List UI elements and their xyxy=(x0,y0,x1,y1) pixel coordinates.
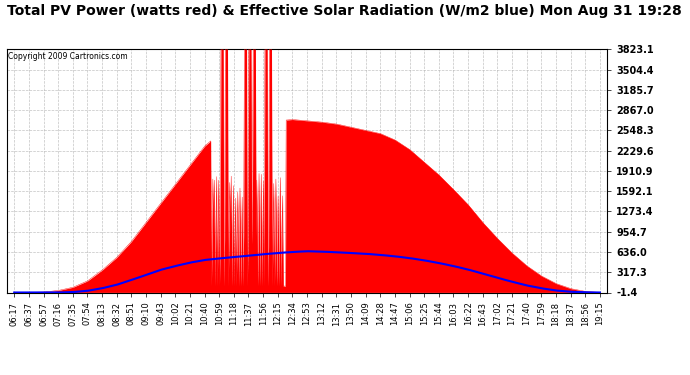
Text: Copyright 2009 Cartronics.com: Copyright 2009 Cartronics.com xyxy=(8,53,128,62)
Text: Total PV Power (watts red) & Effective Solar Radiation (W/m2 blue) Mon Aug 31 19: Total PV Power (watts red) & Effective S… xyxy=(7,4,682,18)
